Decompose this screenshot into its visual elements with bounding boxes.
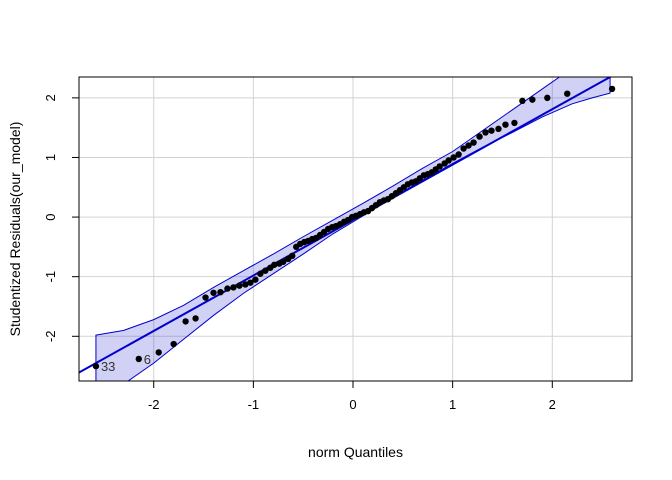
data-point [476, 133, 483, 140]
data-point [460, 145, 467, 152]
data-point [470, 139, 477, 146]
point-label: 33 [101, 359, 115, 374]
data-point [502, 121, 509, 128]
data-point [262, 267, 269, 274]
data-point [92, 362, 100, 370]
data-point [529, 96, 536, 103]
point-labels: 33 6 [101, 352, 151, 374]
confidence-envelope [95, 77, 611, 381]
data-point [511, 119, 518, 127]
y-axis: -2 -1 0 1 2 [43, 94, 79, 342]
y-tick-label: -1 [43, 271, 58, 283]
data-point [289, 252, 296, 260]
data-point [252, 276, 259, 283]
data-point [436, 163, 443, 170]
data-point [236, 282, 243, 289]
y-tick-label: 2 [43, 94, 58, 101]
data-point [465, 142, 472, 149]
data-point [247, 279, 254, 286]
data-point [495, 125, 502, 133]
x-axis-title: norm Quantiles [308, 444, 403, 460]
x-tick-label: -2 [148, 397, 160, 412]
data-points [92, 85, 616, 370]
data-point [170, 340, 177, 348]
grid-lines [79, 77, 632, 381]
data-point [230, 284, 237, 291]
x-tick-label: 0 [349, 397, 356, 412]
data-point [455, 151, 462, 158]
data-point [280, 258, 287, 265]
data-point [210, 289, 217, 296]
data-point [445, 157, 452, 164]
x-tick-label: -1 [248, 397, 260, 412]
data-point [217, 288, 224, 296]
envelope-band [95, 77, 611, 381]
data-point [242, 281, 249, 288]
plot-frame [78, 76, 633, 382]
data-point [224, 285, 231, 292]
data-point [482, 129, 489, 136]
data-point [450, 154, 457, 161]
y-tick-label: 0 [43, 213, 58, 220]
data-point [488, 127, 495, 134]
data-point [564, 90, 571, 97]
x-tick-label: 1 [449, 397, 456, 412]
data-point [257, 270, 264, 277]
point-label: 6 [144, 352, 151, 367]
y-tick-label: -2 [43, 331, 58, 343]
data-point [192, 315, 199, 322]
data-point [519, 97, 526, 105]
data-point [271, 261, 278, 268]
x-tick-label: 2 [549, 397, 556, 412]
data-point [182, 318, 189, 325]
y-tick-label: 1 [43, 154, 58, 161]
data-point [155, 349, 162, 356]
data-point [608, 85, 616, 93]
x-axis: -2 -1 0 1 2 [148, 381, 556, 412]
data-point [135, 355, 142, 363]
data-point [544, 94, 551, 102]
y-axis-title: Studentized Residuals(our_model) [7, 122, 23, 337]
data-point [202, 294, 209, 301]
